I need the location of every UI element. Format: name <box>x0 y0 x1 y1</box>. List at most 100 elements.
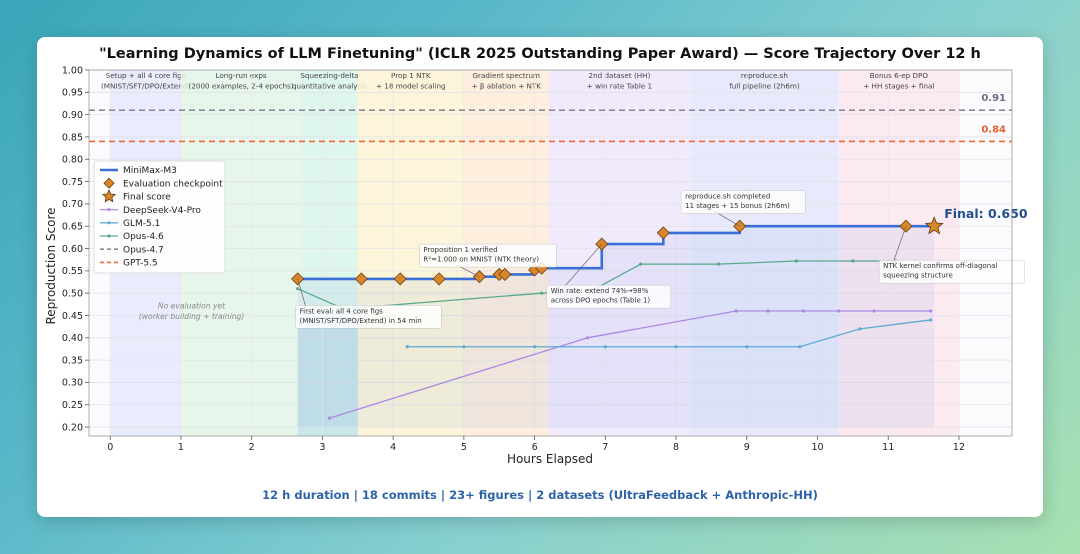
y-tick-label: 1.00 <box>62 65 83 76</box>
x-tick-label: 11 <box>882 442 894 453</box>
axes: 0 1 2 3 4 5 6 7 8 9 10 11 120.200.250.300.350.400.45… <box>62 65 1013 453</box>
y-tick-label: 0.75 <box>62 177 83 188</box>
legend-label: GPT-5.5 <box>123 259 158 269</box>
final-score-label: Final: 0.650 <box>944 206 1028 221</box>
series-point <box>716 262 721 266</box>
y-tick-label: 0.60 <box>62 244 83 255</box>
y-tick-label: 0.95 <box>62 88 83 99</box>
phase-label: full pipeline (2h6m) <box>729 82 800 91</box>
series-point <box>929 318 933 322</box>
y-tick-label: 0.25 <box>62 400 83 411</box>
phase-label: Squeezing-delta <box>300 71 358 80</box>
annotation-text: Proposition 1 verified <box>423 246 497 254</box>
series-point <box>766 309 770 313</box>
series-point <box>603 345 607 349</box>
y-tick-label: 0.50 <box>62 288 83 299</box>
series-point <box>674 345 678 349</box>
ref-line-label: 0.91 <box>981 93 1006 104</box>
phase-label: + HH stages + final <box>863 82 934 91</box>
legend-swatch <box>107 221 111 225</box>
axes-frame <box>88 69 1013 437</box>
y-axis-label: Reproduction Score <box>44 207 58 324</box>
legend-box <box>93 160 226 274</box>
phase-bands: Setup + all 4 core figs (MNIST/SFT/DPO/Ex… <box>89 70 1012 436</box>
legend-label: DeepSeek-V4-Pro <box>123 206 201 216</box>
phase-label: Prop 1 NTK <box>391 71 431 80</box>
legend-swatch <box>101 188 117 203</box>
phase-band <box>548 70 691 436</box>
phase-label: reproduce.sh <box>741 71 788 80</box>
y-tick-label: 0.85 <box>62 132 83 143</box>
y-tick-label: 0.30 <box>62 378 83 389</box>
phase-band <box>838 70 959 436</box>
x-tick-label: 5 <box>461 442 467 453</box>
phase-label: Long-run exps <box>215 71 266 80</box>
series-point <box>858 327 862 331</box>
series-point <box>798 345 802 349</box>
annotation-text: squeezing structure <box>883 272 953 280</box>
series-point <box>405 345 409 349</box>
series-line <box>329 310 931 419</box>
legend-swatch <box>103 177 115 189</box>
phase-label: Gradient spectrum <box>472 71 540 80</box>
series-point <box>586 336 590 340</box>
checkpoint-marker <box>393 272 407 286</box>
legend-label: Opus-4.7 <box>123 245 164 255</box>
chart: Setup + all 4 core figs (MNIST/SFT/DPO/Ex… <box>44 46 1028 502</box>
no-eval-note: (worker building + training) <box>139 312 245 321</box>
series-point <box>462 345 466 349</box>
y-tick-label: 0.90 <box>62 110 83 121</box>
phase-label: (MNIST/SFT/DPO/Extend) <box>101 82 190 91</box>
phase-label: (2000 examples, 2-4 epochs) <box>189 82 294 91</box>
no-eval-note: No evaluation yet <box>158 301 226 310</box>
x-tick-label: 3 <box>319 442 325 453</box>
x-axis-label: Hours Elapsed <box>507 452 593 466</box>
x-tick-label: 4 <box>390 442 396 453</box>
y-tick-label: 0.80 <box>62 155 83 166</box>
y-tick-label: 0.40 <box>62 333 83 344</box>
x-tick-label: 10 <box>811 442 823 453</box>
chart-title: "Learning Dynamics of LLM Finetuning" (I… <box>99 46 981 62</box>
y-tick-label: 0.70 <box>62 199 83 210</box>
y-tick-label: 0.55 <box>62 266 83 277</box>
annotations: No evaluation yet (worker building + trai… <box>139 190 1026 329</box>
legend-label: GLM-5.1 <box>123 219 160 229</box>
phase-label: + win rate Table 1 <box>587 82 652 91</box>
annotation-text: across DPO epochs (Table 1) <box>551 297 651 305</box>
x-tick-label: 6 <box>532 442 538 453</box>
y-tick-label: 0.20 <box>62 422 83 433</box>
x-tick-label: 7 <box>602 442 608 453</box>
series-point <box>837 309 841 313</box>
legend: MiniMax-M3 Evaluation checkpoint Final sco… <box>93 160 226 274</box>
annotation-text: reproduce.sh completed <box>685 193 770 201</box>
annotation-box <box>419 243 557 268</box>
phase-label: + β ablation + NTK <box>472 82 542 91</box>
y-tick-label: 0.65 <box>62 222 83 233</box>
annotation-box <box>295 305 442 329</box>
x-tick-label: 0 <box>107 442 113 453</box>
checkpoint-marker <box>656 226 670 240</box>
legend-label: Opus-4.6 <box>123 232 164 242</box>
annotation-box <box>680 190 806 214</box>
phase-band <box>690 70 839 436</box>
series-point <box>801 309 805 313</box>
y-tick-label: 0.35 <box>62 355 83 366</box>
series-point <box>734 309 738 313</box>
series-point <box>540 291 544 295</box>
series-point <box>745 345 749 349</box>
series-point <box>872 309 876 313</box>
annotation-text: 11 stages + 15 bonus (2h6m) <box>685 202 790 210</box>
x-tick-label: 1 <box>178 442 184 453</box>
eval-shading <box>297 311 358 436</box>
series-point <box>639 262 643 266</box>
phase-label: 2nd dataset (HH) <box>589 71 651 80</box>
ref-line-label: 0.84 <box>981 124 1006 135</box>
chart-card: Setup + all 4 core figs (MNIST/SFT/DPO/Ex… <box>37 37 1043 517</box>
legend-label: Evaluation checkpoint <box>123 179 223 189</box>
series-point <box>532 345 537 349</box>
annotation-box <box>546 284 672 309</box>
checkpoint-marker <box>354 272 368 286</box>
annotation-text: First eval: all 4 core figs <box>300 307 384 315</box>
annotation-text: R²=1.000 on MNIST (NTK theory) <box>423 256 539 264</box>
annotation-text: NTK kernel confirms off-diagonal <box>883 262 997 270</box>
